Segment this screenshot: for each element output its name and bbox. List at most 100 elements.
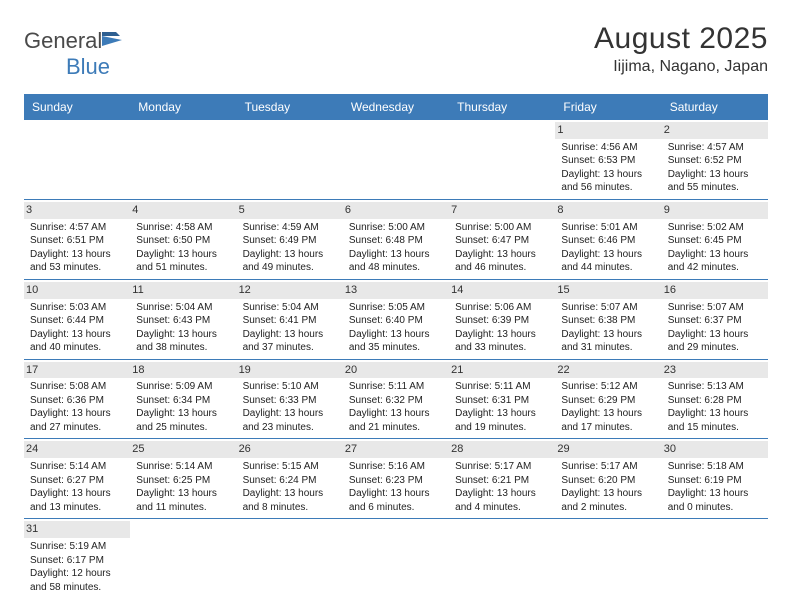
day-cell <box>237 120 343 199</box>
day-cell: 24Sunrise: 5:14 AMSunset: 6:27 PMDayligh… <box>24 439 130 518</box>
day-label: Friday <box>555 94 661 120</box>
day-detail: and 44 minutes. <box>561 261 657 275</box>
day-detail: Daylight: 13 hours <box>455 328 551 342</box>
day-number: 26 <box>237 441 343 458</box>
day-detail: Sunrise: 5:14 AM <box>30 460 126 474</box>
day-number: 30 <box>662 441 768 458</box>
day-detail: and 8 minutes. <box>243 501 339 515</box>
day-detail: and 27 minutes. <box>30 421 126 435</box>
day-cell: 26Sunrise: 5:15 AMSunset: 6:24 PMDayligh… <box>237 439 343 518</box>
day-cell <box>662 519 768 598</box>
day-cell: 5Sunrise: 4:59 AMSunset: 6:49 PMDaylight… <box>237 200 343 279</box>
day-detail: and 4 minutes. <box>455 501 551 515</box>
day-detail: and 55 minutes. <box>668 181 764 195</box>
day-cell: 11Sunrise: 5:04 AMSunset: 6:43 PMDayligh… <box>130 280 236 359</box>
day-detail: Sunrise: 5:19 AM <box>30 540 126 554</box>
day-detail: Daylight: 13 hours <box>136 328 232 342</box>
month-title: August 2025 <box>594 22 768 56</box>
day-cell <box>449 519 555 598</box>
day-detail: and 0 minutes. <box>668 501 764 515</box>
week-row: 24Sunrise: 5:14 AMSunset: 6:27 PMDayligh… <box>24 439 768 519</box>
day-cell: 21Sunrise: 5:11 AMSunset: 6:31 PMDayligh… <box>449 360 555 439</box>
day-detail: Sunrise: 5:14 AM <box>136 460 232 474</box>
day-cell: 10Sunrise: 5:03 AMSunset: 6:44 PMDayligh… <box>24 280 130 359</box>
day-detail: and 51 minutes. <box>136 261 232 275</box>
day-detail: Sunset: 6:43 PM <box>136 314 232 328</box>
day-detail: Sunset: 6:52 PM <box>668 154 764 168</box>
day-detail: Sunrise: 5:17 AM <box>561 460 657 474</box>
day-number: 15 <box>555 282 661 299</box>
day-cell: 14Sunrise: 5:06 AMSunset: 6:39 PMDayligh… <box>449 280 555 359</box>
day-detail: and 31 minutes. <box>561 341 657 355</box>
day-detail: Daylight: 13 hours <box>561 248 657 262</box>
day-number: 21 <box>449 362 555 379</box>
day-detail: Sunset: 6:27 PM <box>30 474 126 488</box>
day-detail: Daylight: 13 hours <box>136 487 232 501</box>
day-number: 3 <box>24 202 130 219</box>
day-label: Monday <box>130 94 236 120</box>
day-number: 27 <box>343 441 449 458</box>
day-detail: Sunset: 6:20 PM <box>561 474 657 488</box>
day-detail: Sunset: 6:38 PM <box>561 314 657 328</box>
day-detail: Daylight: 13 hours <box>243 407 339 421</box>
day-detail: Sunrise: 5:03 AM <box>30 301 126 315</box>
day-detail: and 29 minutes. <box>668 341 764 355</box>
logo-text: GeneralBlue <box>24 28 124 80</box>
day-cell: 2Sunrise: 4:57 AMSunset: 6:52 PMDaylight… <box>662 120 768 199</box>
day-cell: 12Sunrise: 5:04 AMSunset: 6:41 PMDayligh… <box>237 280 343 359</box>
day-cell <box>24 120 130 199</box>
day-detail: Daylight: 13 hours <box>561 407 657 421</box>
logo-part2: Blue <box>66 54 110 79</box>
day-cell <box>555 519 661 598</box>
day-detail: Daylight: 13 hours <box>668 328 764 342</box>
day-cell <box>130 120 236 199</box>
day-detail: Sunrise: 4:56 AM <box>561 141 657 155</box>
day-detail: Sunrise: 4:58 AM <box>136 221 232 235</box>
day-detail: Sunrise: 5:04 AM <box>243 301 339 315</box>
day-detail: Daylight: 12 hours <box>30 567 126 581</box>
day-detail: Sunset: 6:21 PM <box>455 474 551 488</box>
day-number: 8 <box>555 202 661 219</box>
day-detail: and 42 minutes. <box>668 261 764 275</box>
day-detail: Sunset: 6:17 PM <box>30 554 126 568</box>
day-number: 12 <box>237 282 343 299</box>
day-number: 9 <box>662 202 768 219</box>
day-detail: Sunset: 6:49 PM <box>243 234 339 248</box>
day-detail: Sunrise: 5:00 AM <box>349 221 445 235</box>
day-detail: Daylight: 13 hours <box>668 168 764 182</box>
day-detail: Sunrise: 5:13 AM <box>668 380 764 394</box>
day-detail: Sunset: 6:37 PM <box>668 314 764 328</box>
day-cell: 9Sunrise: 5:02 AMSunset: 6:45 PMDaylight… <box>662 200 768 279</box>
day-cell: 30Sunrise: 5:18 AMSunset: 6:19 PMDayligh… <box>662 439 768 518</box>
day-detail: Daylight: 13 hours <box>668 487 764 501</box>
day-detail: Sunrise: 5:01 AM <box>561 221 657 235</box>
day-cell: 17Sunrise: 5:08 AMSunset: 6:36 PMDayligh… <box>24 360 130 439</box>
day-number: 14 <box>449 282 555 299</box>
day-detail: Daylight: 13 hours <box>243 328 339 342</box>
day-detail: Sunset: 6:33 PM <box>243 394 339 408</box>
title-block: August 2025 Iijima, Nagano, Japan <box>594 22 768 76</box>
day-detail: Sunrise: 5:18 AM <box>668 460 764 474</box>
day-cell: 6Sunrise: 5:00 AMSunset: 6:48 PMDaylight… <box>343 200 449 279</box>
day-detail: and 37 minutes. <box>243 341 339 355</box>
day-detail: and 58 minutes. <box>30 581 126 595</box>
day-cell <box>237 519 343 598</box>
day-cell <box>449 120 555 199</box>
day-detail: and 48 minutes. <box>349 261 445 275</box>
day-detail: Sunrise: 4:57 AM <box>30 221 126 235</box>
day-cell: 29Sunrise: 5:17 AMSunset: 6:20 PMDayligh… <box>555 439 661 518</box>
day-detail: Sunset: 6:39 PM <box>455 314 551 328</box>
day-detail: Sunset: 6:47 PM <box>455 234 551 248</box>
day-detail: and 21 minutes. <box>349 421 445 435</box>
weeks-container: 1Sunrise: 4:56 AMSunset: 6:53 PMDaylight… <box>24 120 768 598</box>
day-number: 28 <box>449 441 555 458</box>
day-detail: Sunset: 6:45 PM <box>668 234 764 248</box>
day-cell: 13Sunrise: 5:05 AMSunset: 6:40 PMDayligh… <box>343 280 449 359</box>
day-detail: and 13 minutes. <box>30 501 126 515</box>
day-cell: 25Sunrise: 5:14 AMSunset: 6:25 PMDayligh… <box>130 439 236 518</box>
day-detail: Daylight: 13 hours <box>455 248 551 262</box>
day-cell: 18Sunrise: 5:09 AMSunset: 6:34 PMDayligh… <box>130 360 236 439</box>
day-cell: 16Sunrise: 5:07 AMSunset: 6:37 PMDayligh… <box>662 280 768 359</box>
day-detail: Sunrise: 4:57 AM <box>668 141 764 155</box>
day-cell: 28Sunrise: 5:17 AMSunset: 6:21 PMDayligh… <box>449 439 555 518</box>
